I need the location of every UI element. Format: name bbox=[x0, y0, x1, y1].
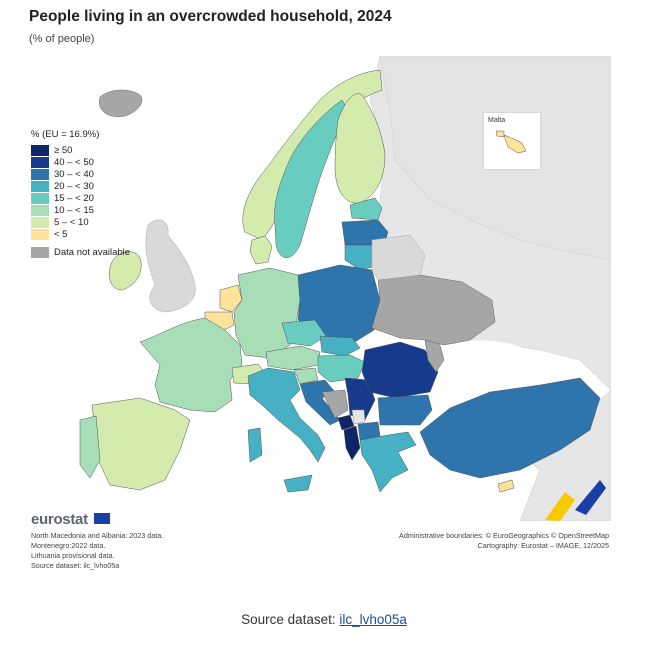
united-kingdom bbox=[145, 219, 196, 313]
note-line: Source dataset: ilc_lvho05a bbox=[31, 561, 120, 570]
note-line: Montenegro:2022 data. bbox=[31, 541, 106, 550]
sicily bbox=[283, 474, 313, 493]
credit-line: Cartography: Eurostat – IMAGE, 12/2025 bbox=[477, 541, 609, 550]
legend-item: < 5 bbox=[31, 228, 130, 240]
legend-item: ≥ 50 bbox=[31, 144, 130, 156]
portugal bbox=[79, 415, 101, 479]
spain bbox=[91, 397, 191, 491]
greece bbox=[359, 431, 417, 493]
legend-swatch bbox=[31, 228, 49, 240]
slovenia bbox=[293, 367, 319, 385]
ukraine bbox=[371, 274, 496, 346]
legend-item: 10 – < 15 bbox=[31, 204, 130, 216]
legend-item: 5 – < 10 bbox=[31, 216, 130, 228]
inset-label: Malta bbox=[488, 117, 506, 124]
legend-label: < 5 bbox=[54, 228, 68, 240]
map-title: People living in an overcrowded househol… bbox=[29, 8, 392, 25]
legend-label: 20 – < 30 bbox=[54, 180, 94, 192]
sweden bbox=[274, 99, 349, 258]
montenegro bbox=[337, 414, 355, 431]
finland bbox=[334, 93, 386, 204]
belarus bbox=[371, 234, 426, 281]
bosnia bbox=[321, 389, 349, 419]
legend-item: 15 – < 20 bbox=[31, 192, 130, 204]
legend-item: 30 – < 40 bbox=[31, 168, 130, 180]
legend-swatch bbox=[31, 204, 49, 216]
albania bbox=[343, 425, 361, 461]
legend-label: 40 – < 50 bbox=[54, 156, 94, 168]
turkey bbox=[419, 377, 601, 479]
credit-line: Administrative boundaries: © EuroGeograp… bbox=[399, 531, 609, 540]
malta-map bbox=[495, 130, 527, 154]
map-credits: Administrative boundaries: © EuroGeograp… bbox=[399, 531, 609, 551]
map-notes: North Macedonia and Albania: 2023 data. … bbox=[31, 531, 163, 571]
czechia bbox=[281, 319, 327, 347]
legend-label: Data not available bbox=[54, 246, 131, 258]
netherlands bbox=[219, 284, 243, 313]
legend-swatch bbox=[31, 156, 49, 168]
sardinia bbox=[247, 427, 263, 463]
north-macedonia bbox=[357, 421, 381, 441]
legend-item: 20 – < 30 bbox=[31, 180, 130, 192]
cyprus bbox=[497, 479, 515, 493]
estonia bbox=[349, 197, 383, 221]
legend-swatch bbox=[31, 180, 49, 192]
decor-stripe-yellow bbox=[545, 492, 575, 521]
iceland bbox=[99, 89, 143, 117]
legend-item: 40 – < 50 bbox=[31, 156, 130, 168]
note-line: North Macedonia and Albania: 2023 data. bbox=[31, 531, 164, 540]
legend-label: 10 – < 15 bbox=[54, 204, 94, 216]
black-sea bbox=[440, 340, 532, 380]
hungary bbox=[317, 354, 366, 383]
legend-label: 15 – < 20 bbox=[54, 192, 94, 204]
legend-swatch bbox=[31, 192, 49, 204]
source-prefix: Source dataset: bbox=[241, 612, 340, 627]
legend-title: % (EU = 16.9%) bbox=[31, 129, 100, 140]
denmark bbox=[249, 235, 273, 265]
source-line: Source dataset: ilc_lvho05a bbox=[0, 612, 648, 627]
gozo-island bbox=[495, 130, 505, 138]
legend-swatch bbox=[31, 216, 49, 228]
bulgaria bbox=[377, 394, 433, 426]
romania bbox=[361, 341, 439, 399]
legend-label: 5 – < 10 bbox=[54, 216, 89, 228]
source-link[interactable]: ilc_lvho05a bbox=[339, 612, 407, 627]
legend-label: 30 – < 40 bbox=[54, 168, 94, 180]
france bbox=[139, 317, 243, 413]
legend-label: ≥ 50 bbox=[54, 144, 73, 156]
ireland bbox=[109, 251, 142, 291]
legend-swatch bbox=[31, 144, 49, 156]
eu-flag-icon bbox=[94, 513, 110, 524]
decor-stripe-blue bbox=[575, 480, 606, 515]
legend-swatch bbox=[31, 168, 49, 180]
eurostat-logo: eurostat bbox=[31, 511, 88, 528]
malta-island bbox=[503, 134, 527, 154]
legend-swatch-na bbox=[31, 246, 49, 258]
map-legend: % (EU = 16.9%) ≥ 50 40 – < 50 30 – < 40 … bbox=[31, 129, 130, 258]
germany bbox=[233, 267, 301, 359]
legend-item-not-available: Data not available bbox=[31, 246, 130, 258]
italy bbox=[247, 367, 326, 463]
malta-inset: Malta bbox=[483, 112, 541, 170]
slovakia bbox=[319, 335, 361, 357]
kosovo bbox=[351, 409, 366, 425]
map-subtitle: (% of people) bbox=[29, 33, 95, 45]
note-line: Lithuania provisional data. bbox=[31, 551, 115, 560]
